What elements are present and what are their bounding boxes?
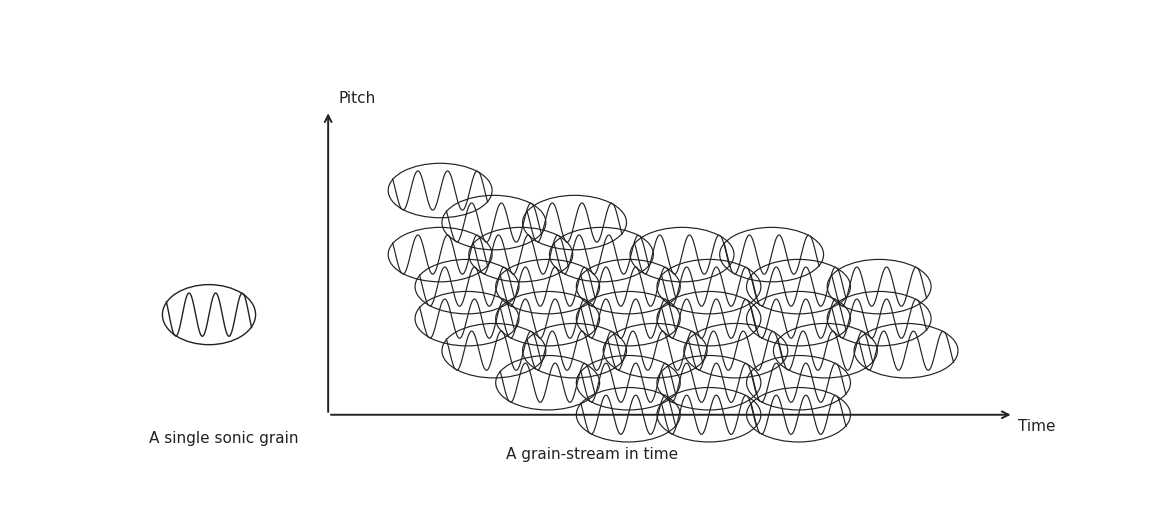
Text: Pitch: Pitch <box>339 92 376 107</box>
Text: A grain-stream in time: A grain-stream in time <box>506 447 679 462</box>
Text: Time: Time <box>1018 419 1055 434</box>
Text: A single sonic grain: A single sonic grain <box>149 431 298 446</box>
